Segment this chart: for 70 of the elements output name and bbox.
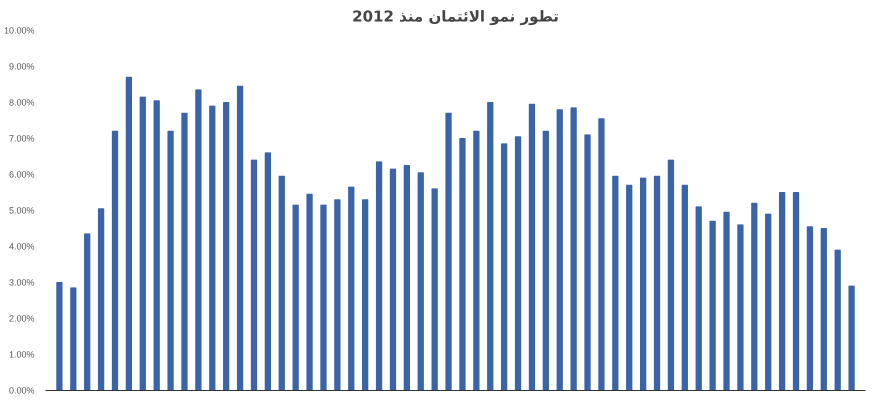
bar xyxy=(514,136,522,390)
bar xyxy=(126,76,132,390)
bar xyxy=(98,208,104,390)
bar xyxy=(709,220,716,390)
bar xyxy=(56,282,63,390)
bar xyxy=(723,212,730,390)
bar xyxy=(696,206,702,390)
y-tick-label: 5.00% xyxy=(8,206,35,216)
bar xyxy=(820,228,827,390)
bar xyxy=(751,202,758,390)
bar xyxy=(737,224,744,390)
bar xyxy=(236,86,244,390)
y-tick-label: 6.00% xyxy=(8,170,35,180)
bar xyxy=(181,112,188,390)
y-tick-label: 2.00% xyxy=(8,314,35,324)
bar xyxy=(556,109,563,390)
bar xyxy=(348,186,354,390)
bar xyxy=(682,184,688,390)
y-tick-label: 4.00% xyxy=(8,242,35,252)
bar xyxy=(765,214,772,390)
bar xyxy=(668,160,674,390)
bar xyxy=(167,130,174,390)
bar xyxy=(612,176,618,390)
bar xyxy=(264,152,272,390)
bar xyxy=(584,134,591,390)
bar xyxy=(195,89,202,390)
bar xyxy=(390,168,396,390)
bar xyxy=(362,199,368,390)
y-tick-label: 9.00% xyxy=(8,62,35,72)
bar xyxy=(140,96,146,390)
bar xyxy=(404,165,410,390)
bar xyxy=(598,118,605,390)
bar xyxy=(320,204,327,390)
bar xyxy=(418,172,424,390)
bar xyxy=(223,102,230,390)
bar xyxy=(778,192,786,390)
bar xyxy=(473,130,480,390)
bar xyxy=(112,130,118,390)
bar xyxy=(626,184,632,390)
bar xyxy=(209,106,216,390)
bar xyxy=(278,176,285,390)
bar xyxy=(848,286,855,390)
y-tick-label: 7.00% xyxy=(8,134,35,144)
bar xyxy=(501,143,508,390)
chart-title: تطور نمو الائتمان منذ 2012 xyxy=(352,8,559,26)
bar xyxy=(334,199,341,390)
y-tick-label: 0.00% xyxy=(8,386,35,396)
bar xyxy=(70,287,76,390)
y-tick-label: 3.00% xyxy=(8,278,35,288)
bar xyxy=(640,178,646,390)
bar xyxy=(528,104,536,390)
y-tick-label: 10.00% xyxy=(4,26,35,36)
bar xyxy=(292,204,299,390)
bar xyxy=(306,194,313,390)
bar xyxy=(834,250,841,390)
bar xyxy=(487,102,494,390)
bar xyxy=(542,130,549,390)
bar xyxy=(84,233,90,390)
bar xyxy=(792,192,800,390)
bar xyxy=(445,112,452,390)
bar xyxy=(376,161,382,390)
bar xyxy=(806,226,814,390)
bar xyxy=(570,107,577,390)
bar xyxy=(432,188,438,390)
bar xyxy=(654,176,660,390)
bar xyxy=(459,138,466,390)
y-tick-label: 8.00% xyxy=(8,98,35,108)
y-tick-label: 1.00% xyxy=(8,350,35,360)
bar xyxy=(250,160,258,390)
bar xyxy=(154,100,160,390)
